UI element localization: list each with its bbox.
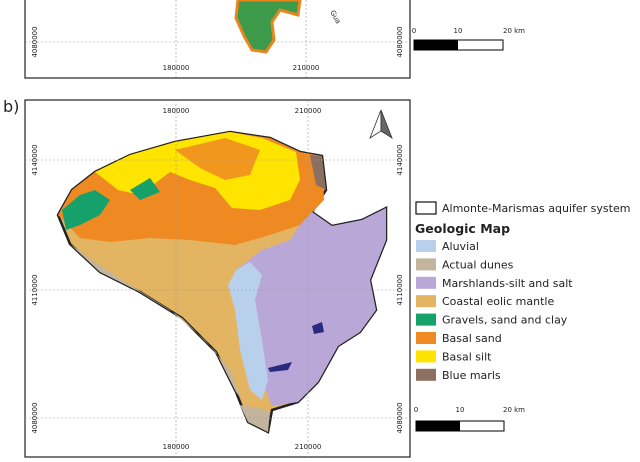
scale-label: 20 km — [503, 406, 525, 414]
legend-label: Almonte-Marismas aquifer system — [442, 202, 630, 215]
north-arrow — [380, 109, 393, 139]
river-label: Gua — [328, 9, 342, 25]
dunes — [70, 244, 242, 400]
scale-label: 0 — [412, 27, 416, 35]
scale-bar — [416, 421, 460, 431]
coord-label: 180000 — [163, 107, 190, 115]
coord-label: 4080000 — [31, 402, 39, 433]
legend-label: Basal sand — [442, 332, 502, 345]
panel-a: Gua 4080000 4080000 180000 210000 0 10 2… — [24, 0, 525, 79]
lagoon — [312, 322, 324, 334]
legend: Almonte-Marismas aquifer system Geologic… — [415, 201, 630, 382]
coord-label: 4110000 — [396, 274, 404, 305]
legend-label: Coastal eolic mantle — [442, 295, 554, 308]
blue-marls — [310, 155, 326, 190]
legend-swatch — [416, 276, 436, 289]
legend-label: Actual dunes — [442, 258, 514, 271]
legend-swatch — [416, 350, 436, 363]
legend-label: Basal silt — [442, 350, 492, 363]
scale-label: 10 — [456, 406, 465, 414]
panel-label: b) — [3, 97, 19, 116]
legend-swatch — [416, 240, 436, 252]
scale-label: 0 — [414, 406, 418, 414]
coord-label: 4080000 — [396, 402, 404, 433]
coord-label: 180000 — [163, 64, 190, 72]
frame — [24, 0, 411, 79]
scale-label: 10 — [454, 27, 463, 35]
gravels — [130, 178, 160, 200]
coord-label: 210000 — [295, 443, 322, 451]
coord-label: 4140000 — [396, 144, 404, 175]
legend-swatch — [416, 332, 436, 344]
scale-label: 20 km — [503, 27, 525, 35]
coord-label: 210000 — [295, 107, 322, 115]
legend-swatch — [416, 368, 436, 381]
coord-label: 180000 — [163, 443, 190, 451]
lagoon — [268, 362, 292, 372]
scale-bar — [414, 40, 458, 50]
marshlands — [236, 208, 386, 406]
legend-swatch — [416, 313, 436, 326]
basal-sand — [175, 138, 260, 180]
coord-label: 210000 — [293, 64, 320, 72]
legend-label: Marshlands-silt and salt — [442, 277, 573, 290]
dunes — [240, 405, 270, 432]
legend-swatch — [415, 201, 437, 215]
legend-label: Aluvial — [442, 240, 479, 253]
map-area — [234, 0, 302, 54]
coord-label: 4110000 — [31, 274, 39, 305]
coord-label: 4080000 — [396, 26, 404, 57]
coord-label: 4080000 — [31, 26, 39, 57]
aluvial — [228, 262, 268, 400]
panel-b: b) 180000 210000 180000 210000 4140000 4… — [3, 97, 525, 458]
legend-title: Geologic Map — [415, 221, 510, 236]
gravels — [62, 190, 110, 230]
legend-label: Gravels, sand and clay — [442, 314, 568, 327]
legend-swatch — [416, 258, 436, 271]
coord-label: 4140000 — [31, 144, 39, 175]
legend-swatch — [416, 295, 436, 308]
legend-label: Blue marls — [442, 369, 501, 382]
